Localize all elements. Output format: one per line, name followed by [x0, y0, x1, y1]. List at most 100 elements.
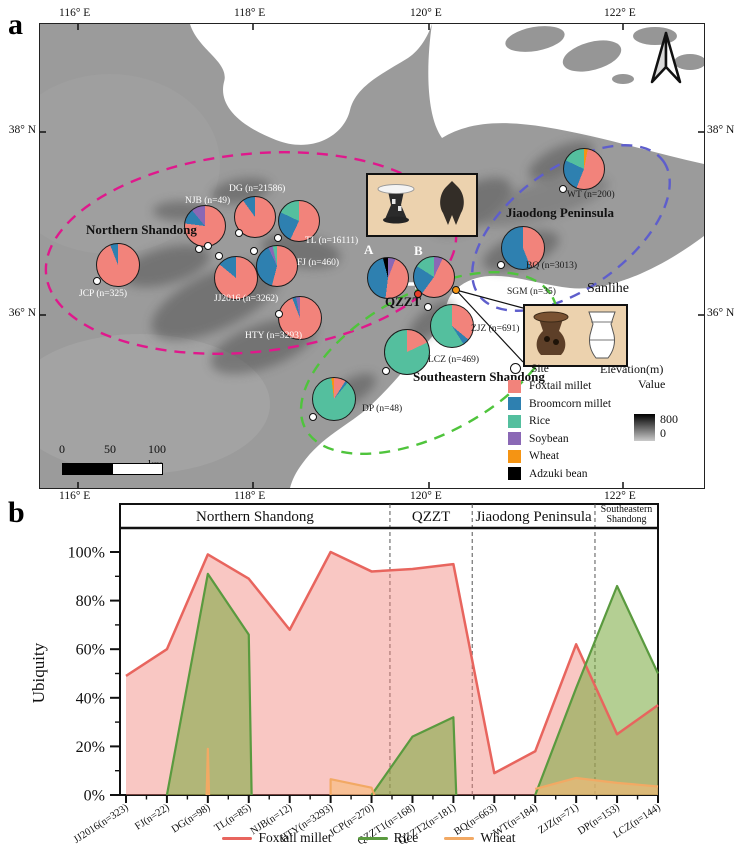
sanlihe-inset-title: Sanlihe	[587, 281, 629, 296]
region-label-jiaodong-peninsula: Jiaodong Peninsula	[506, 205, 615, 220]
axis-tick-label: 122° E	[604, 7, 636, 19]
site-dot	[215, 252, 223, 260]
legend-label-rice: Rice	[529, 415, 551, 428]
line-rice	[165, 572, 253, 796]
foxtail-swatch	[508, 379, 521, 393]
site-dot	[424, 303, 432, 311]
axis-tick-label: 122° E	[604, 490, 636, 502]
legend-row-soybean: Soybean	[508, 430, 611, 448]
chart-legend-item-foxtail-millet: Foxtail millet	[222, 830, 332, 846]
elevation-max: 800	[660, 412, 678, 426]
pie-chart-a	[367, 257, 409, 299]
axis-tick-label: 116° E	[59, 490, 91, 502]
y-axis-title: Ubiquity	[29, 642, 48, 703]
site-label-hty: HTY (n=3293)	[245, 331, 302, 341]
sea	[190, 24, 704, 488]
scalebar-50: 50	[104, 442, 116, 456]
sanlihe-connector-lines	[455, 289, 524, 363]
pie-chart-lcz	[384, 329, 430, 375]
legend-site-label: Site	[531, 362, 549, 375]
site-label-wt: WT (n=200)	[567, 190, 615, 200]
elevation-gradient-swatch	[634, 414, 655, 441]
site-label-dg: DG (n=21586)	[229, 184, 286, 194]
x-tick-label: FJ(n=22)	[133, 802, 172, 833]
y-tick-label: 20%	[76, 739, 105, 756]
chart-legend-item-wheat: Wheat	[444, 830, 516, 846]
site-dot-special	[414, 290, 422, 298]
legend-label-foxtail: Foxtail millet	[529, 380, 592, 393]
pie-chart-bq	[501, 226, 545, 270]
pie-chart-njb	[184, 205, 226, 247]
line-wheat	[329, 778, 376, 796]
axis-tick-label: 38° N	[8, 124, 36, 136]
sanlihe-pottery-inset	[523, 304, 628, 367]
chart-legend-label: Rice	[393, 830, 419, 845]
site-dot	[559, 185, 567, 193]
chart-legend-label: Wheat	[480, 830, 516, 845]
region-band-label: Shandong	[606, 514, 646, 525]
site-label-tl: TL (n=16111)	[305, 236, 359, 246]
map-legend: Site Foxtail millet Broomcorn millet Rice S…	[508, 360, 611, 483]
y-tick-label: 40%	[76, 690, 105, 707]
site-label-fj: FJ (n=460)	[297, 258, 340, 268]
site-dot	[497, 261, 505, 269]
legend-label-wheat: Wheat	[529, 450, 560, 463]
site-dot	[250, 247, 258, 255]
region-label-qzzt: QZZT	[385, 294, 422, 309]
pie-chart-hty	[278, 296, 322, 340]
axis-tick-label: 38° N	[707, 124, 735, 136]
legend-label-soybean: Soybean	[529, 432, 569, 445]
site-dot	[235, 229, 243, 237]
axis-tick-label: 36° N	[707, 307, 735, 319]
pie-chart-wt	[563, 148, 605, 190]
wheat-line-swatch	[444, 836, 475, 840]
site-label-dp: DP (n=48)	[362, 404, 403, 414]
elevation-subtitle: Value	[638, 377, 666, 391]
line-rice	[534, 584, 659, 796]
legend-row-foxtail: Foxtail millet	[508, 378, 611, 396]
region-band-label: Jiaodong Peninsula	[475, 509, 592, 525]
region-band-label: QZZT	[412, 509, 450, 525]
pie-chart-zjz	[430, 304, 474, 348]
qzzt-pottery-inset	[366, 173, 478, 237]
site-dot	[382, 367, 390, 375]
line-wheat	[205, 747, 211, 796]
foxtail-millet-line-swatch	[222, 836, 253, 840]
site-dot	[204, 242, 212, 250]
y-tick-label: 80%	[76, 593, 105, 610]
chart-legend-item-rice: Rice	[357, 830, 419, 846]
site-label-sgm: SGM (n=35)	[507, 287, 556, 297]
y-tick-label: 100%	[68, 545, 105, 562]
pottery-dou-and-tripod-icon	[377, 181, 464, 225]
region-ellipse	[299, 270, 559, 456]
chart-legend: Foxtail millet Rice Wheat	[0, 830, 738, 846]
wheat-swatch	[508, 449, 521, 463]
line-wheat	[534, 776, 659, 790]
rice-line-swatch	[357, 836, 388, 840]
soybean-swatch	[508, 432, 521, 446]
map-basemap	[40, 24, 704, 488]
elevation-min: 0	[660, 426, 666, 440]
broomcorn-swatch	[508, 397, 521, 411]
site-dot-special	[452, 286, 460, 294]
site-label-njb: NJB (n=49)	[185, 196, 231, 206]
area-wheat	[535, 777, 658, 795]
site-label-jcp: JCP (n=325)	[79, 289, 128, 299]
pie-chart-fj	[256, 245, 298, 287]
pie-chart-tl	[278, 200, 320, 242]
ubiquity-chart: Northern Shandong QZZT Jiaodong Peninsula S…	[29, 503, 663, 847]
site-dot	[274, 234, 282, 242]
pie-chart-jj2016	[214, 256, 258, 300]
site-dot	[275, 310, 283, 318]
region-ellipse	[471, 144, 671, 312]
site-label-b: B	[414, 243, 423, 258]
islands	[505, 26, 704, 84]
legend-label-broomcorn: Broomcorn millet	[529, 397, 612, 410]
axis-tick-label: 36° N	[8, 307, 36, 319]
legend-label-adzuki: Adzuki bean	[529, 467, 588, 480]
axis-tick-label: 118° E	[234, 7, 266, 19]
region-label-northern-shandong: Northern Shandong	[86, 222, 197, 237]
legend-row-broomcorn: Broomcorn millet	[508, 395, 611, 413]
map-panel: Sanlihe Site Foxtail millet Broomcorn mil…	[39, 23, 705, 489]
